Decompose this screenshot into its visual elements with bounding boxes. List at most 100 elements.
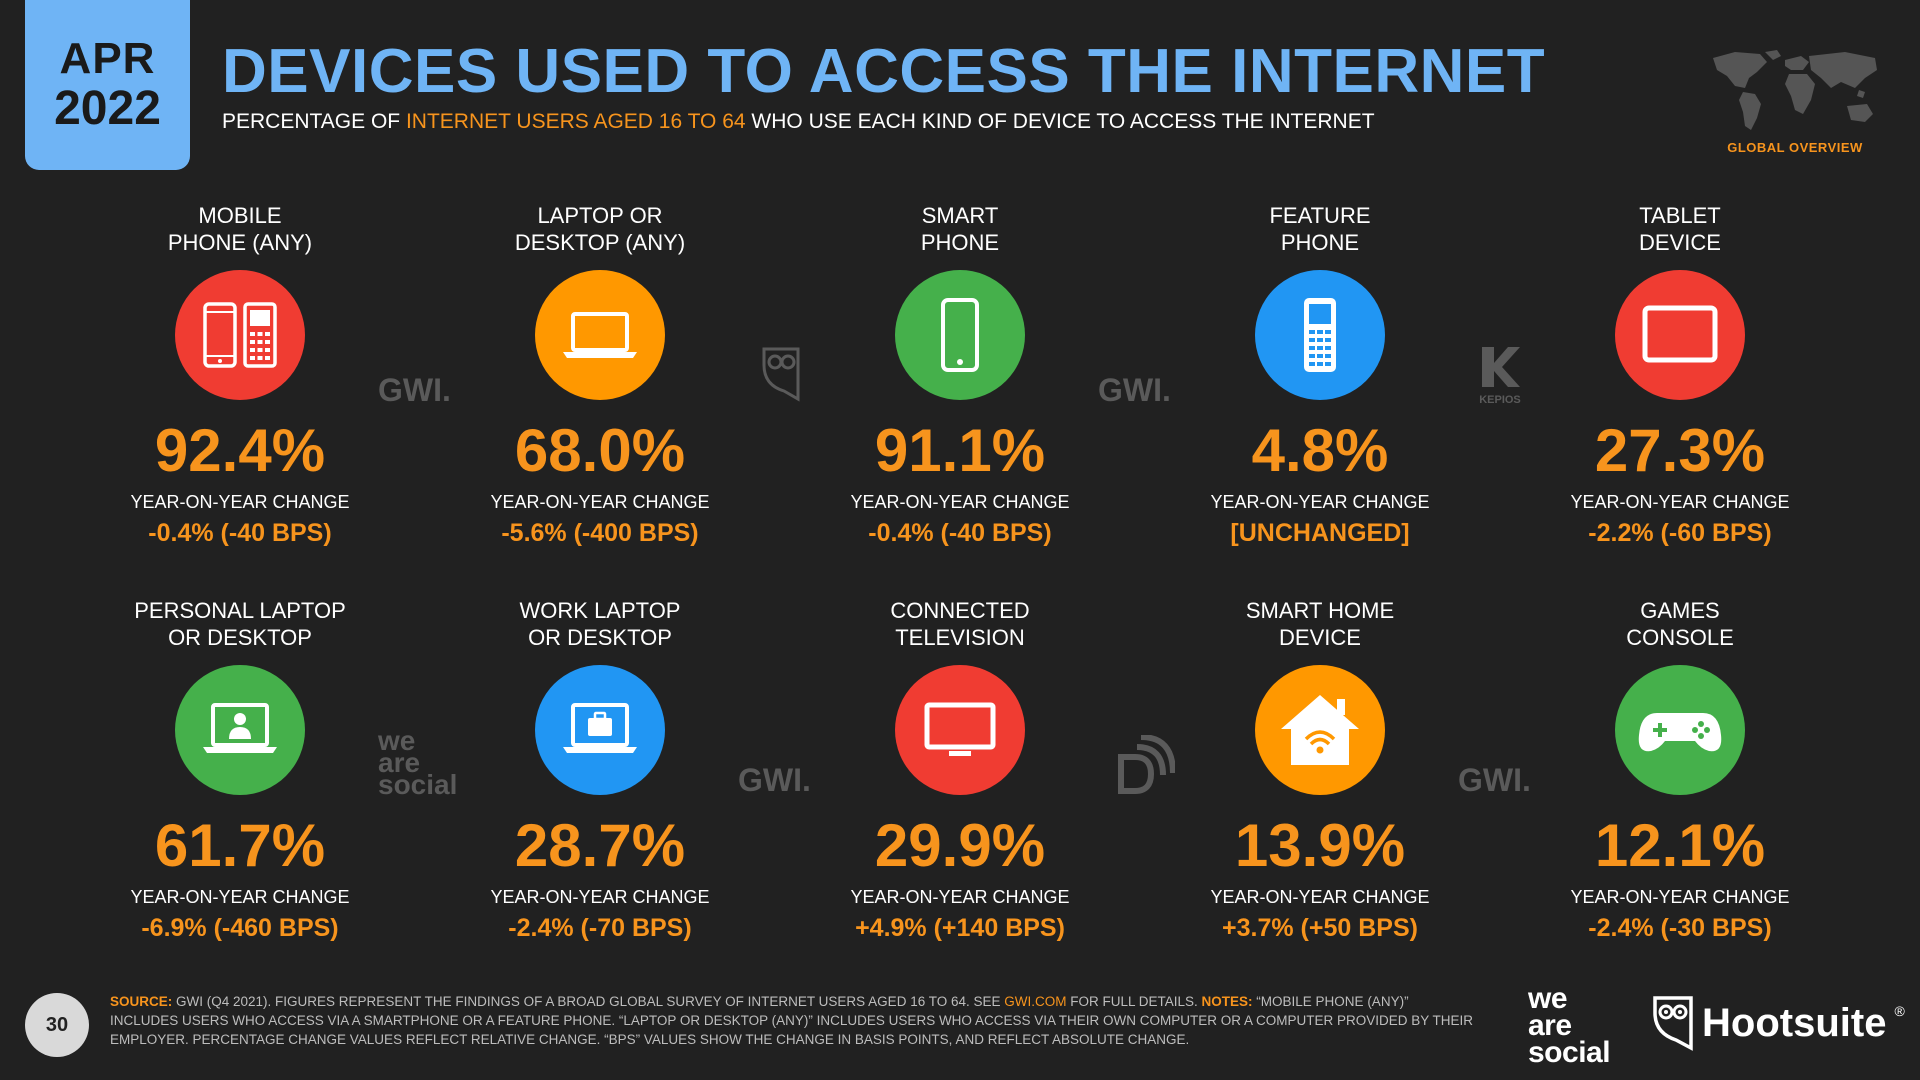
- personal-laptop-icon: [175, 665, 305, 795]
- section-label: GLOBAL OVERVIEW: [1727, 140, 1863, 155]
- yoy-label: YEAR-ON-YEAR CHANGE: [1570, 887, 1790, 907]
- mobile-phones-icon: [175, 270, 305, 400]
- device-label-line-1: SMART HOME: [1245, 598, 1395, 623]
- kepios-watermark: KEPIOS: [1475, 345, 1525, 406]
- yoy-label: YEAR-ON-YEAR CHANGE: [850, 887, 1070, 907]
- device-label: FEATURE PHONE: [1150, 200, 1490, 256]
- laptop-icon: [535, 270, 665, 400]
- yoy-value: [UNCHANGED]: [1230, 519, 1410, 547]
- notes-text: “MOBILE PHONE (ANY)” INCLUDES USERS WHO …: [110, 994, 1474, 1047]
- yoy-label: YEAR-ON-YEAR CHANGE: [130, 492, 350, 512]
- device-card-feature-phone: FEATURE PHONE 4.8% YEAR-ON-YEAR CHANGE […: [1150, 200, 1490, 548]
- device-value: 29.9%: [874, 812, 1046, 879]
- gwi-watermark: GWI.: [1098, 372, 1171, 408]
- device-value: 92.4%: [154, 417, 326, 484]
- yoy-value: -2.4% (-70 BPS): [508, 914, 692, 942]
- gwi-watermark: GWI.: [378, 372, 451, 408]
- device-label-line-1: FEATURE: [1269, 203, 1371, 228]
- device-label-line-1: PERSONAL LAPTOP: [134, 598, 346, 623]
- yoy-label: YEAR-ON-YEAR CHANGE: [1570, 492, 1790, 512]
- device-label-line-2: PHONE (ANY): [167, 230, 313, 255]
- tablet-icon: [1615, 270, 1745, 400]
- device-value: 28.7%: [514, 812, 686, 879]
- hootsuite-name: Hootsuite: [1702, 1000, 1887, 1045]
- date-year: 2022: [54, 82, 161, 135]
- device-label-line-2: OR DESKTOP: [168, 625, 312, 650]
- game-controller-icon: [1615, 665, 1745, 795]
- hootsuite-logo: Hootsuite ®: [1652, 995, 1905, 1051]
- device-value: 27.3%: [1594, 417, 1766, 484]
- page-subtitle: PERCENTAGE OF INTERNET USERS AGED 16 TO …: [222, 110, 1375, 134]
- source-notes: SOURCE: GWI (Q4 2021). FIGURES REPRESENT…: [110, 992, 1480, 1049]
- yoy-value: -2.4% (-30 BPS): [1588, 914, 1772, 942]
- device-label-line-1: CONNECTED: [890, 598, 1030, 623]
- device-label-line-2: PHONE: [1280, 230, 1360, 255]
- date-badge: APR 2022: [25, 0, 190, 170]
- device-label: SMART HOME DEVICE: [1150, 595, 1490, 651]
- was-line-2: are: [378, 747, 421, 778]
- yoy-label: YEAR-ON-YEAR CHANGE: [850, 492, 1070, 512]
- device-card-smartphone: SMART PHONE 91.1% YEAR-ON-YEAR CHANGE -0…: [790, 200, 1130, 548]
- kepios-label: KEPIOS: [1479, 394, 1521, 406]
- subtitle-prefix: PERCENTAGE OF: [222, 110, 406, 133]
- device-value: 12.1%: [1594, 812, 1766, 879]
- yoy-value: -5.6% (-400 BPS): [501, 519, 699, 547]
- device-value: 4.8%: [1251, 417, 1389, 484]
- device-card-smart-home: SMART HOME DEVICE 13.9% YEAR-ON-YEAR CHA…: [1150, 595, 1490, 943]
- device-label-line-1: WORK LAPTOP: [519, 598, 681, 623]
- brand-was-line-2: are: [1528, 1009, 1572, 1042]
- yoy-value: +4.9% (+140 BPS): [855, 914, 1065, 942]
- device-card-games-console: GAMES CONSOLE 12.1% YEAR-ON-YEAR CHANGE …: [1510, 595, 1850, 943]
- device-label-line-1: SMART: [921, 203, 999, 228]
- devices-grid: MOBILE PHONE (ANY) 92.4% YEAR-ON-YEAR CH…: [70, 200, 1850, 943]
- kepios-logo-icon: [1482, 347, 1520, 387]
- yoy-label: YEAR-ON-YEAR CHANGE: [490, 492, 710, 512]
- yoy-label: YEAR-ON-YEAR CHANGE: [1210, 492, 1430, 512]
- device-label-line-2: DEVICE: [1279, 625, 1361, 650]
- yoy-value: +3.7% (+50 BPS): [1222, 914, 1418, 942]
- was-line-1: we: [378, 725, 416, 756]
- device-label-line-2: PHONE: [920, 230, 1000, 255]
- source-text: GWI (Q4 2021). FIGURES REPRESENT THE FIN…: [172, 994, 1005, 1009]
- device-card-laptop-desktop: LAPTOP OR DESKTOP (ANY) 68.0% YEAR-ON-YE…: [430, 200, 770, 548]
- device-card-tablet: TABLET DEVICE 27.3% YEAR-ON-YEAR CHANGE …: [1510, 200, 1850, 548]
- gwi-watermark: GWI.: [738, 762, 811, 798]
- page-number: 30: [25, 993, 89, 1057]
- we-are-social-logo: we are social: [1528, 982, 1611, 1069]
- device-label-line-2: TELEVISION: [895, 625, 1025, 650]
- device-label: TABLET DEVICE: [1510, 200, 1850, 256]
- yoy-label: YEAR-ON-YEAR CHANGE: [1210, 887, 1430, 907]
- world-map-icon: [1713, 50, 1877, 130]
- device-label-line-2: OR DESKTOP: [528, 625, 672, 650]
- device-label-line-2: DESKTOP (ANY): [514, 230, 686, 255]
- brand-was-line-3: social: [1528, 1036, 1611, 1069]
- device-value: 68.0%: [514, 417, 686, 484]
- source-after: FOR FULL DETAILS.: [1066, 994, 1202, 1009]
- feature-phone-icon: [1255, 270, 1385, 400]
- date-month: APR: [59, 34, 156, 83]
- device-label: SMART PHONE: [790, 200, 1130, 256]
- device-value: 61.7%: [154, 812, 326, 879]
- was-line-3: social: [378, 769, 458, 800]
- television-icon: [895, 665, 1025, 795]
- device-card-mobile-phone: MOBILE PHONE (ANY) 92.4% YEAR-ON-YEAR CH…: [70, 200, 410, 548]
- device-value: 13.9%: [1234, 812, 1406, 879]
- device-label-line-1: TABLET: [1639, 203, 1721, 228]
- work-laptop-icon: [535, 665, 665, 795]
- device-label: GAMES CONSOLE: [1510, 595, 1850, 651]
- smartphone-icon: [895, 270, 1025, 400]
- device-label: CONNECTED TELEVISION: [790, 595, 1130, 651]
- device-card-personal-laptop: PERSONAL LAPTOP OR DESKTOP 61.7% YEAR-ON…: [70, 595, 410, 943]
- we-are-social-watermark: we are social: [378, 725, 458, 800]
- smart-home-icon: [1255, 665, 1385, 795]
- notes-key: NOTES:: [1201, 994, 1253, 1009]
- subtitle-highlight: INTERNET USERS AGED 16 TO 64: [405, 110, 746, 133]
- source-link[interactable]: GWI.COM: [1004, 994, 1067, 1009]
- device-card-work-laptop: WORK LAPTOP OR DESKTOP 28.7% YEAR-ON-YEA…: [430, 595, 770, 943]
- device-label: LAPTOP OR DESKTOP (ANY): [430, 200, 770, 256]
- subtitle-suffix: WHO USE EACH KIND OF DEVICE TO ACCESS TH…: [745, 110, 1375, 133]
- device-label: WORK LAPTOP OR DESKTOP: [430, 595, 770, 651]
- device-label: PERSONAL LAPTOP OR DESKTOP: [70, 595, 410, 651]
- brand-was-line-1: we: [1528, 982, 1568, 1015]
- registered-mark: ®: [1894, 1003, 1905, 1019]
